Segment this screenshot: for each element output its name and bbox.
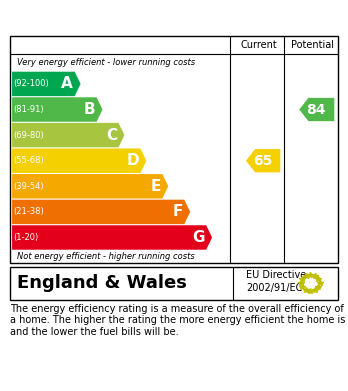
Text: (92-100): (92-100) xyxy=(14,79,49,88)
Text: F: F xyxy=(172,204,183,219)
Text: Energy Efficiency Rating: Energy Efficiency Rating xyxy=(50,5,298,23)
Text: Potential: Potential xyxy=(291,40,334,50)
Polygon shape xyxy=(299,98,334,121)
Polygon shape xyxy=(12,200,190,224)
Text: (55-68): (55-68) xyxy=(14,156,45,165)
Polygon shape xyxy=(12,149,146,173)
Text: B: B xyxy=(83,102,95,117)
Text: Not energy efficient - higher running costs: Not energy efficient - higher running co… xyxy=(17,252,195,261)
Text: E: E xyxy=(150,179,161,194)
Text: G: G xyxy=(192,230,205,245)
Text: A: A xyxy=(61,76,73,91)
Text: (39-54): (39-54) xyxy=(14,182,44,191)
Polygon shape xyxy=(12,174,168,199)
Polygon shape xyxy=(12,97,103,122)
Text: (81-91): (81-91) xyxy=(14,105,44,114)
Text: Very energy efficient - lower running costs: Very energy efficient - lower running co… xyxy=(17,58,195,67)
Text: C: C xyxy=(106,127,117,143)
Text: (69-80): (69-80) xyxy=(14,131,45,140)
Polygon shape xyxy=(12,123,124,147)
Text: England & Wales: England & Wales xyxy=(17,274,187,292)
Text: 65: 65 xyxy=(253,154,272,168)
Polygon shape xyxy=(246,149,280,172)
Text: Current: Current xyxy=(241,40,277,50)
Polygon shape xyxy=(12,72,81,96)
Text: (21-38): (21-38) xyxy=(14,207,45,216)
Text: The energy efficiency rating is a measure of the overall efficiency of a home. T: The energy efficiency rating is a measur… xyxy=(10,304,346,337)
Text: EU Directive
2002/91/EC: EU Directive 2002/91/EC xyxy=(246,270,306,293)
Text: 84: 84 xyxy=(306,102,326,117)
Text: (1-20): (1-20) xyxy=(14,233,39,242)
Text: D: D xyxy=(126,153,139,168)
Polygon shape xyxy=(12,225,212,250)
